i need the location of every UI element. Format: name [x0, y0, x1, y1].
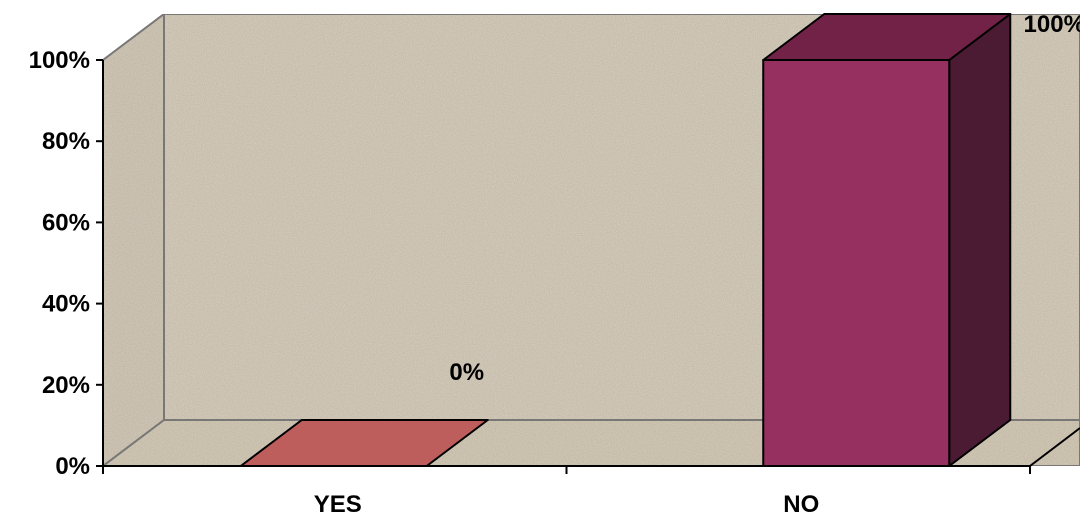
y-tick-label: 80%	[42, 128, 90, 155]
bar-yes	[239, 419, 489, 467]
bars	[239, 13, 1012, 467]
y-tick-label: 40%	[42, 291, 90, 318]
bar-front	[762, 59, 951, 467]
y-tick-label: 60%	[42, 209, 90, 236]
category-label: YES	[314, 491, 362, 518]
bar-top	[762, 13, 1012, 61]
x-ticks: YES NO	[102, 466, 1031, 518]
bar-no	[762, 13, 1012, 467]
y-ticks: 0% 20% 40% 60% 80% 100%	[29, 47, 103, 480]
y-tick-label: 20%	[42, 372, 90, 399]
bar-side	[948, 13, 1012, 467]
data-labels: 0% 100%	[449, 11, 1080, 386]
category-label: NO	[783, 491, 819, 518]
data-label: 100%	[1024, 11, 1080, 38]
y-axis: 0% 20% 40% 60% 80% 100%	[29, 47, 104, 480]
y-tick-label: 100%	[29, 47, 90, 74]
data-label: 0%	[449, 359, 484, 386]
y-tick-label: 0%	[55, 453, 90, 480]
bar-top	[239, 419, 489, 467]
x-axis-depth-line	[1029, 427, 1080, 467]
side-wall	[102, 11, 165, 469]
